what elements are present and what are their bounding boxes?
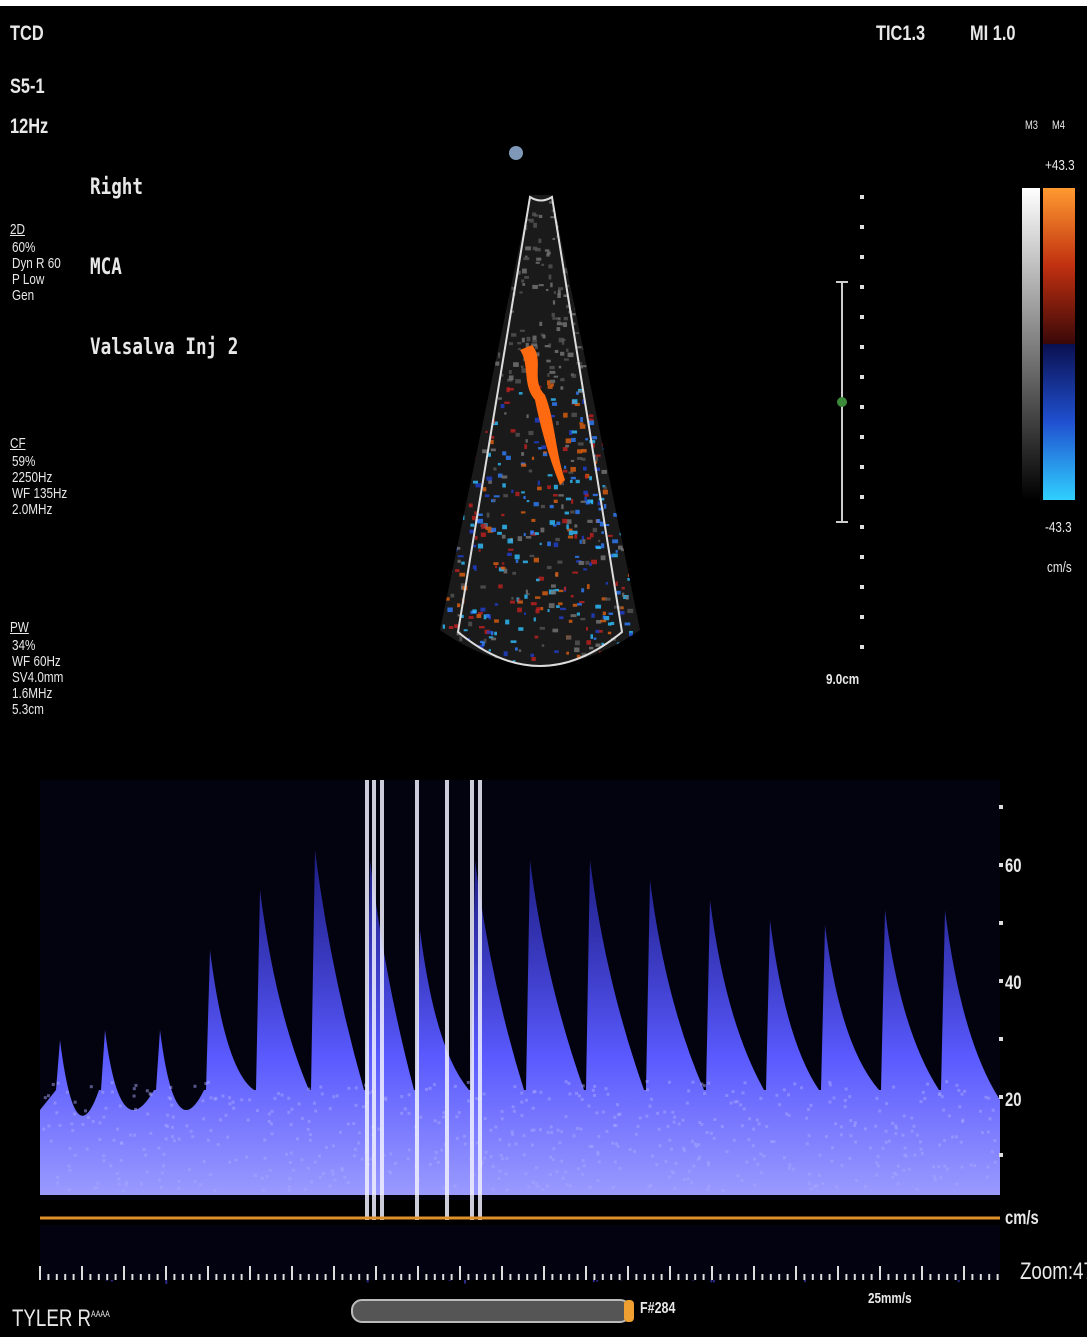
- patient-name-text: TYLER R: [12, 1305, 91, 1332]
- depth-dot: [860, 285, 864, 289]
- setting-line: 5.3cm: [12, 702, 63, 718]
- setting-line: Gen: [12, 288, 61, 304]
- settings-title: CF: [10, 436, 26, 452]
- depth-dot: [860, 375, 864, 379]
- setting-line: WF 135Hz: [12, 486, 67, 502]
- depth-dot: [860, 525, 864, 529]
- velocity-max: +43.3: [1045, 158, 1075, 174]
- velocity-unit: cm/s: [1047, 560, 1072, 576]
- setting-line: Dyn R 60: [12, 256, 61, 272]
- depth-dot: [860, 495, 864, 499]
- scale-dot: [999, 1153, 1003, 1157]
- annotation: Right: [90, 175, 143, 200]
- map-label: M4: [1052, 117, 1065, 133]
- depth-dot: [860, 435, 864, 439]
- reverse-area: [40, 1225, 1000, 1280]
- depth-dot: [860, 555, 864, 559]
- scale-label: 40: [1005, 973, 1021, 995]
- depth: 9.0cm: [826, 672, 859, 688]
- setting-line: 2250Hz: [12, 470, 67, 486]
- velocity-bar: [1043, 188, 1075, 500]
- depth-dot: [860, 255, 864, 259]
- sector-image: [430, 190, 650, 690]
- gate-marker: [837, 397, 847, 407]
- depth-dot: [860, 615, 864, 619]
- depth-dot: [860, 465, 864, 469]
- scale-dot: [999, 979, 1003, 983]
- scale-dot: [999, 805, 1003, 809]
- zoom: Zoom:47: [1020, 1258, 1087, 1286]
- depth-dot: [860, 225, 864, 229]
- setting-line: 59%: [12, 454, 67, 470]
- setting-line: 34%: [12, 638, 63, 654]
- scale-label: 20: [1005, 1090, 1021, 1112]
- scale-dot: [999, 863, 1003, 867]
- setting-line: 1.6MHz: [12, 686, 63, 702]
- settings-title: PW: [10, 620, 29, 636]
- scale-dot: [999, 1037, 1003, 1041]
- setting-line: WF 60Hz: [12, 654, 63, 670]
- setting-line: 60%: [12, 240, 61, 256]
- depth-dot: [860, 585, 864, 589]
- scale-label: 60: [1005, 856, 1021, 878]
- depth-dot: [860, 315, 864, 319]
- map-label: M3: [1025, 117, 1038, 133]
- scale-dot: [999, 1095, 1003, 1099]
- sweep-speed: 25mm/s: [868, 1290, 912, 1307]
- mi: MI 1.0: [970, 22, 1016, 46]
- depth-dot: [860, 645, 864, 649]
- tic: TIC1.3: [876, 22, 925, 46]
- probe: S5-1: [10, 75, 45, 99]
- setting-line: 2.0MHz: [12, 502, 67, 518]
- mode: TCD: [10, 22, 44, 46]
- frame-rate: 12Hz: [10, 115, 48, 139]
- setting-line: SV4.0mm: [12, 670, 63, 686]
- ultrasound-screen: TCD S5-1 12Hz TIC1.3 MI 1.0 2D 60%Dyn R …: [0, 0, 1087, 1337]
- depth-dot: [860, 345, 864, 349]
- depth-dot: [860, 405, 864, 409]
- annotation: MCA: [90, 255, 122, 280]
- patient-suffix: AAAA: [91, 1309, 110, 1319]
- cine-handle: [624, 1300, 634, 1322]
- cine-bar: [352, 1300, 630, 1322]
- graphics: [0, 0, 1087, 1337]
- frame-number: F#284: [640, 1300, 675, 1318]
- setting-line: P Low: [12, 272, 61, 288]
- spectrum-unit: cm/s: [1005, 1208, 1039, 1230]
- patient-name: TYLER RAAAA: [12, 1305, 110, 1333]
- velocity-min: -43.3: [1045, 520, 1072, 536]
- annotation: Valsalva Inj 2: [90, 335, 238, 360]
- orientation-marker: [509, 146, 523, 160]
- gray-bar: [1022, 188, 1040, 500]
- settings-title: 2D: [10, 222, 25, 238]
- top-border: [0, 0, 1087, 6]
- scale-dot: [999, 921, 1003, 925]
- depth-dot: [860, 195, 864, 199]
